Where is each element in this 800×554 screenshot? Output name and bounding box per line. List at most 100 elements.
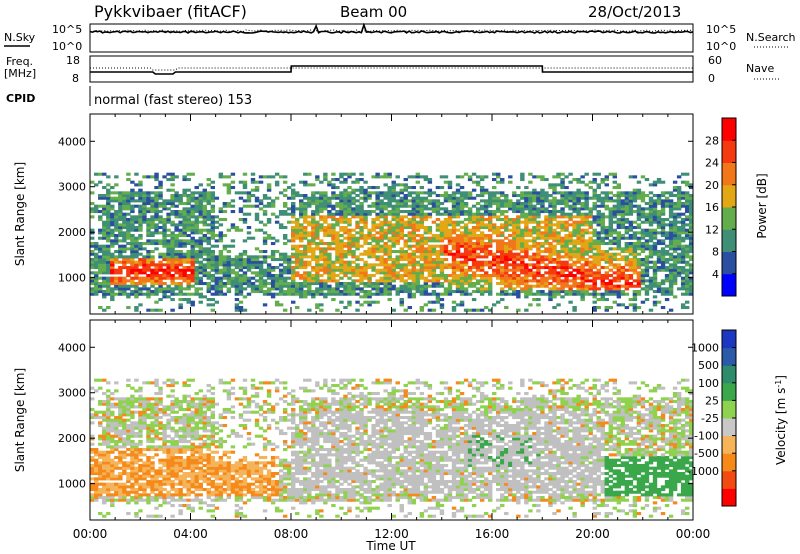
power-cell: [588, 260, 593, 264]
power-cell: [311, 236, 316, 240]
power-cell: [508, 218, 513, 222]
power-cell: [162, 218, 167, 222]
power-cell: [218, 218, 224, 222]
power-cell: [343, 282, 348, 286]
power-cell: [628, 228, 634, 232]
power-cell: [270, 175, 276, 179]
power-cell: [158, 287, 163, 291]
power-cell: [198, 266, 203, 270]
power-cell: [246, 292, 252, 296]
power-cell: [242, 250, 248, 254]
power-cell: [536, 226, 541, 230]
power-cell: [323, 194, 328, 198]
power-cell: [355, 239, 360, 243]
power-cell: [130, 234, 135, 238]
power-cell: [319, 210, 324, 214]
power-cell: [214, 234, 220, 238]
power-cell: [455, 290, 461, 294]
power-cell: [138, 204, 143, 208]
power-cell: [202, 212, 207, 216]
power-cell: [395, 207, 400, 211]
power-cell: [186, 242, 191, 246]
power-cell: [435, 210, 441, 214]
power-cell: [415, 196, 421, 200]
power-cell: [110, 204, 115, 208]
power-cell: [311, 247, 316, 251]
power-cell: [427, 244, 433, 248]
power-cell: [588, 242, 593, 246]
power-cell: [395, 223, 400, 227]
power-cell: [536, 207, 541, 211]
power-cell: [624, 242, 630, 246]
power-cell: [106, 215, 111, 219]
power-cell: [282, 252, 288, 256]
power-cell: [552, 202, 557, 206]
power-cell: [443, 266, 449, 270]
power-cell: [580, 247, 585, 251]
power-cell: [307, 183, 312, 187]
power-cell: [379, 204, 384, 208]
power-cell: [315, 199, 320, 203]
power-cell: [146, 252, 151, 256]
power-cell: [222, 292, 228, 296]
power-cell: [439, 284, 445, 288]
power-cell: [347, 212, 352, 216]
power-cell: [560, 266, 565, 270]
power-cell: [592, 247, 597, 251]
power-cell: [596, 172, 601, 176]
power-cell: [664, 268, 670, 272]
power-cell: [347, 263, 352, 267]
power-cell: [540, 274, 545, 278]
power-cell: [512, 266, 517, 270]
power-cell: [664, 234, 670, 238]
power-cell: [331, 242, 336, 246]
power-cell: [162, 295, 167, 299]
power-cell: [500, 290, 505, 294]
power-cell: [688, 228, 694, 232]
velocity-cell: [106, 450, 111, 454]
power-cell: [299, 266, 304, 270]
power-cell: [375, 287, 380, 291]
power-cell: [351, 236, 356, 240]
power-cell: [106, 292, 111, 296]
power-cell: [592, 204, 597, 208]
power-cell: [600, 223, 605, 227]
power-cell: [419, 223, 425, 227]
power-cell: [230, 279, 236, 283]
power-cell: [648, 284, 654, 288]
power-cell: [636, 263, 642, 267]
power-cell: [644, 298, 650, 302]
power-cell: [612, 210, 618, 214]
power-cell: [182, 268, 187, 272]
power-cell: [672, 242, 678, 246]
power-cell: [616, 242, 622, 246]
power-cell: [130, 271, 135, 275]
power-cell: [162, 202, 167, 206]
power-cell: [672, 202, 678, 206]
power-cell: [335, 234, 340, 238]
power-cell: [496, 231, 501, 235]
power-cell: [628, 223, 634, 227]
power-cell: [536, 279, 541, 283]
power-cell: [295, 191, 300, 195]
power-cell: [411, 252, 417, 256]
power-cell: [206, 231, 211, 235]
power-cell: [238, 191, 244, 195]
power-cell: [206, 274, 211, 278]
power-cell: [166, 215, 171, 219]
power-cell: [190, 223, 195, 227]
power-cell: [471, 252, 477, 256]
power-cell: [419, 191, 425, 195]
power-cell: [319, 194, 324, 198]
power-cell: [146, 202, 151, 206]
power-cell: [114, 228, 119, 232]
power-cell: [138, 180, 143, 184]
power-cell: [407, 194, 412, 198]
power-cell: [668, 202, 674, 206]
power-cell: [226, 276, 232, 280]
power-cell: [512, 210, 517, 214]
power-cell: [572, 178, 577, 182]
power-cell: [250, 266, 256, 270]
power-cell: [536, 191, 541, 195]
power-cell: [295, 236, 300, 240]
